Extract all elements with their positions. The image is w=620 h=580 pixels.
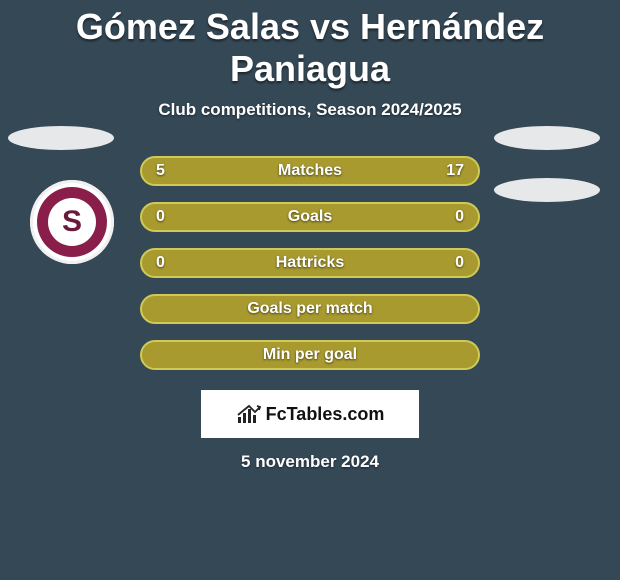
stat-value-left: 0 (156, 254, 165, 272)
team1-placeholder-ellipse (8, 126, 114, 150)
stat-pill: Goals 0 0 (140, 202, 480, 232)
stat-row: Goals per match (0, 286, 620, 332)
date-label: 5 november 2024 (0, 452, 620, 472)
branding-box: FcTables.com (201, 390, 419, 438)
stat-label: Min per goal (263, 346, 357, 364)
stat-row: Min per goal (0, 332, 620, 378)
bar-chart-icon (236, 403, 262, 425)
stat-value-right: 0 (455, 254, 464, 272)
stat-label: Matches (278, 162, 342, 180)
stat-row: Matches 5 17 (0, 148, 620, 194)
stat-row: Goals 0 0 (0, 194, 620, 240)
subtitle: Club competitions, Season 2024/2025 (0, 100, 620, 120)
stat-label: Hattricks (276, 254, 344, 272)
team2-placeholder-ellipse-1 (494, 126, 600, 150)
stat-pill: Goals per match (140, 294, 480, 324)
stat-pill: Matches 5 17 (140, 156, 480, 186)
stat-value-left: 0 (156, 208, 165, 226)
stat-label: Goals (288, 208, 332, 226)
stat-pill: Hattricks 0 0 (140, 248, 480, 278)
stat-pill: Min per goal (140, 340, 480, 370)
page-title: Gómez Salas vs Hernández Paniagua (0, 0, 620, 90)
stats-area: Matches 5 17 Goals 0 0 Hattricks 0 0 Goals per ma… (0, 148, 620, 378)
stat-row: Hattricks 0 0 (0, 240, 620, 286)
stat-label: Goals per match (247, 300, 372, 318)
stat-value-right: 17 (446, 162, 464, 180)
stat-value-right: 0 (455, 208, 464, 226)
branding-text: FcTables.com (266, 404, 385, 425)
stat-value-left: 5 (156, 162, 165, 180)
